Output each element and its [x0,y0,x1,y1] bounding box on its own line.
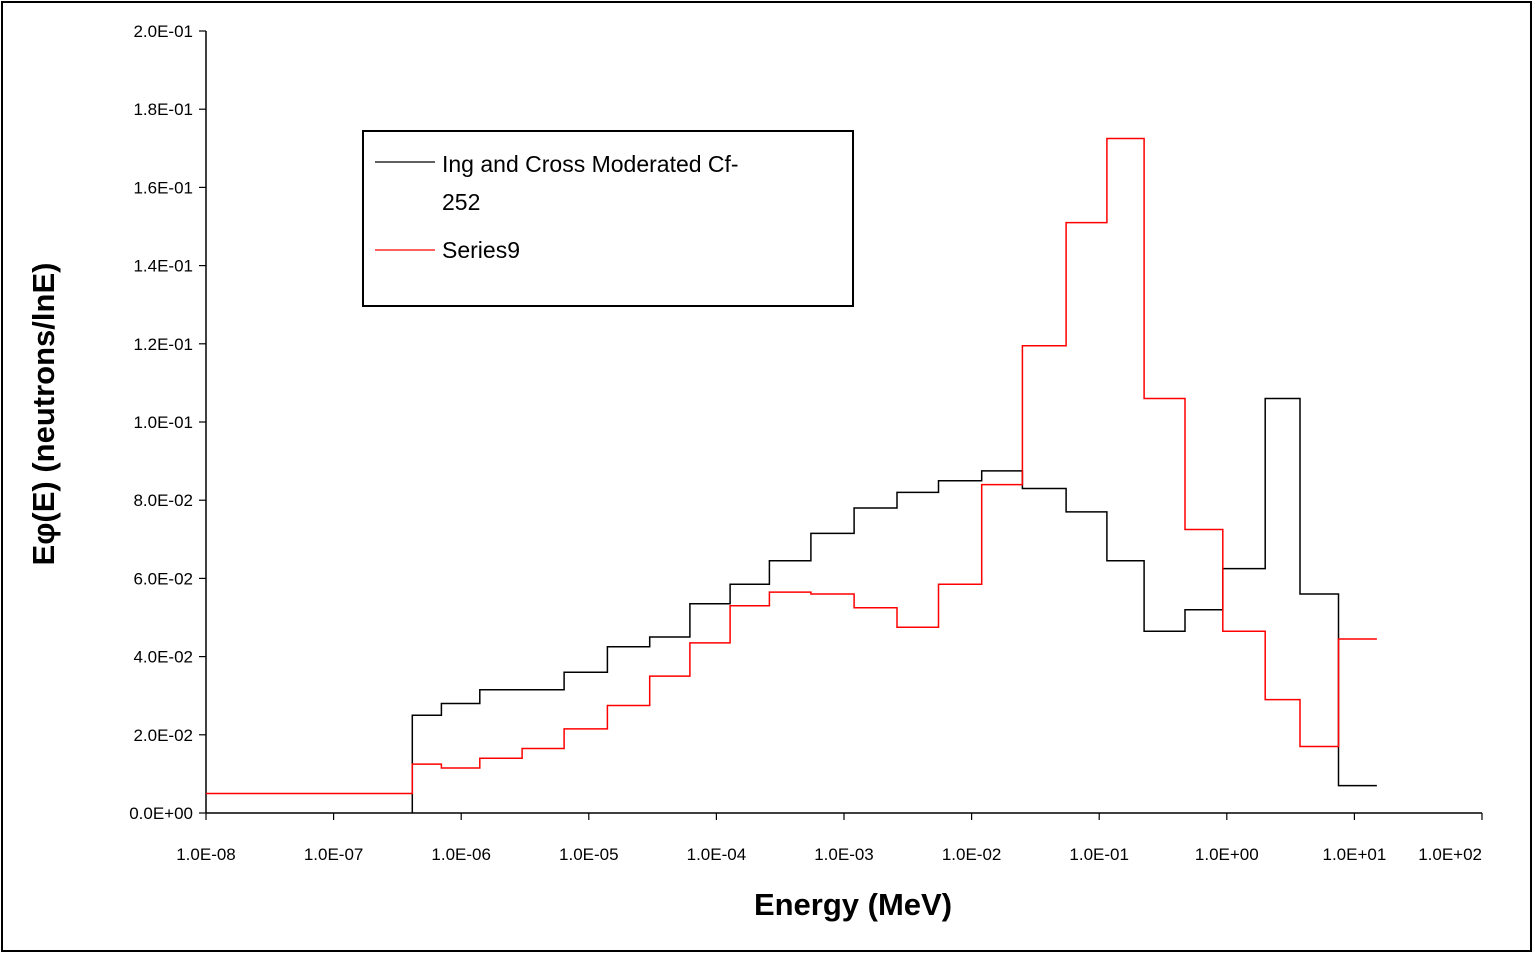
series-layer [206,137,1377,813]
y-tick-label: 8.0E-02 [133,491,193,510]
x-tick-label: 1.0E-02 [942,845,1002,864]
x-tick-label: 1.0E+02 [1418,845,1482,864]
x-axis-title: Energy (MeV) [754,887,952,922]
y-tick-label: 0.0E+00 [129,804,193,823]
series-line-1 [411,397,1377,813]
y-axis-title: Eφ(E) (neutrons/lnE) [26,263,61,566]
y-tick-label: 1.8E-01 [133,100,193,119]
y-tick-label: 1.4E-01 [133,257,193,276]
y-tick-label: 6.0E-02 [133,569,193,588]
x-tick-label: 1.0E-04 [687,845,747,864]
plot-area: 0.0E+00 2.0E-02 4.0E-02 6.0E-02 8.0E-02 1.0E-… [129,22,1483,864]
legend-box [362,130,854,307]
x-tick-label: 1.0E+00 [1195,845,1259,864]
y-tick-label: 2.0E-01 [133,22,193,41]
y-tick-label: 1.2E-01 [133,335,193,354]
y-tick-label: 1.6E-01 [133,178,193,197]
x-tick-label: 1.0E-06 [431,845,491,864]
y-tick-label: 1.0E-01 [133,413,193,432]
x-tick-label: 1.0E-08 [176,845,236,864]
x-tick-label: 1.0E-01 [1069,845,1129,864]
legend-label-series-1a: Ing and Cross Moderated Cf- [442,151,739,177]
x-ticks: 1.0E-08 1.0E-07 1.0E-06 1.0E-05 1.0E-04 1.0E-… [176,813,1483,864]
x-tick-label: 1.0E+01 [1322,845,1386,864]
series-line-2 [206,137,1377,795]
legend: Ing and Cross Moderated Cf- 252 Series9 [362,130,854,307]
legend-label-series-2: Series9 [442,237,520,263]
y-ticks: 0.0E+00 2.0E-02 4.0E-02 6.0E-02 8.0E-02 1.0E-… [129,22,206,823]
x-tick-label: 1.0E-05 [559,845,619,864]
y-tick-label: 2.0E-02 [133,726,193,745]
legend-label-series-1b: 252 [442,189,480,215]
x-tick-label: 1.0E-07 [304,845,364,864]
x-tick-label: 1.0E-03 [814,845,874,864]
y-tick-label: 4.0E-02 [133,648,193,667]
